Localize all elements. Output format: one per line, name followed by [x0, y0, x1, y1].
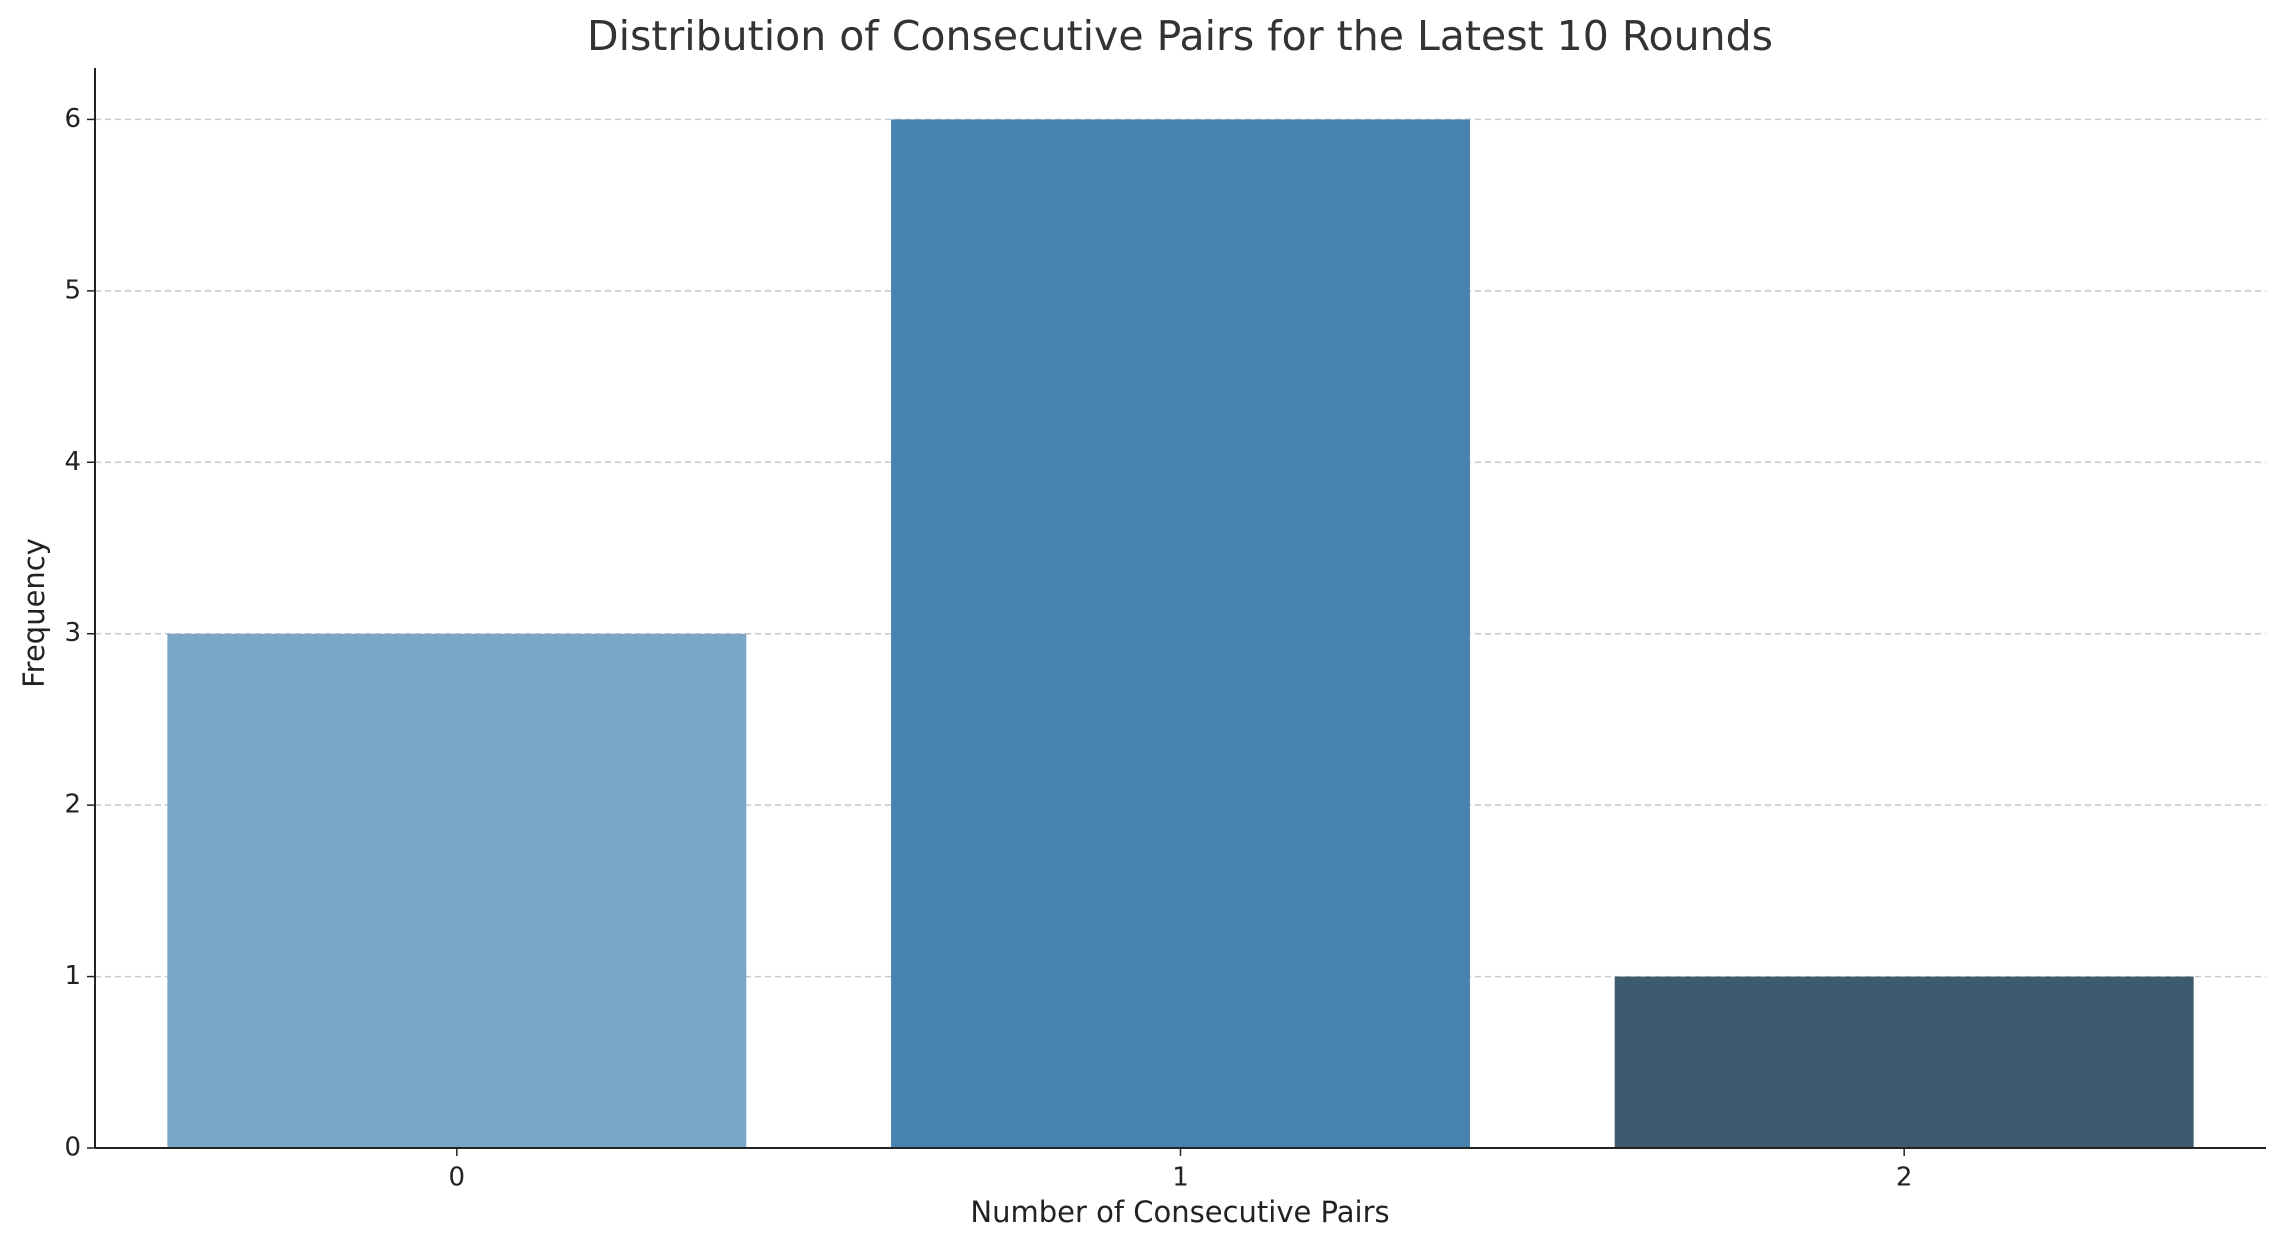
x-tick-label: 2 — [1896, 1163, 1913, 1193]
y-axis-label: Frequency — [17, 538, 51, 688]
chart-title: Distribution of Consecutive Pairs for th… — [587, 12, 1773, 60]
y-tick-label: 4 — [64, 447, 81, 477]
x-axis-label: Number of Consecutive Pairs — [970, 1195, 1389, 1229]
y-tick-label: 6 — [64, 104, 81, 134]
bar — [167, 633, 747, 1148]
y-tick-label: 3 — [64, 618, 81, 648]
y-tick-label: 2 — [64, 790, 81, 820]
bar — [1614, 976, 2194, 1148]
y-tick-label: 5 — [64, 275, 81, 305]
x-tick-label: 0 — [449, 1163, 466, 1193]
x-tick-label: 1 — [1172, 1163, 1189, 1193]
y-tick-label: 0 — [64, 1133, 81, 1163]
bar — [891, 119, 1470, 1148]
y-tick-label: 1 — [64, 961, 81, 991]
